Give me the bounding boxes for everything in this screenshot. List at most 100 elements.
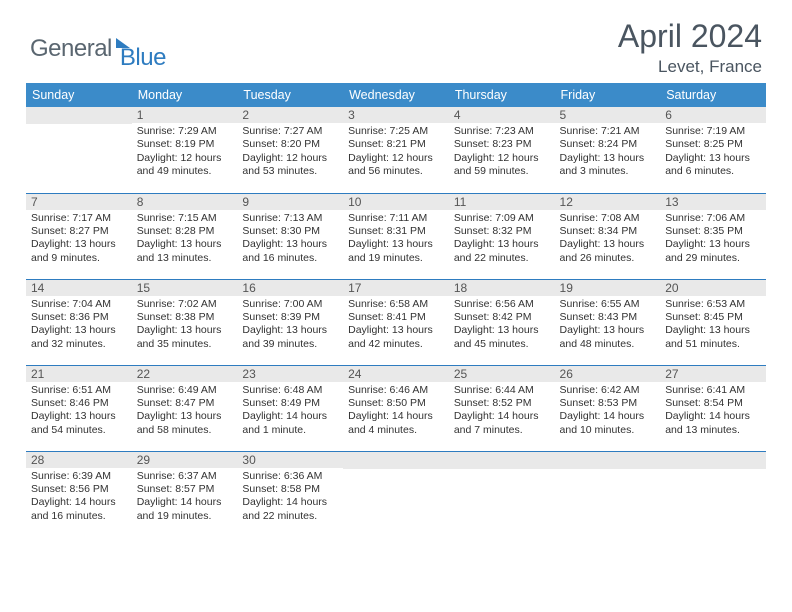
day-number: 29 — [132, 452, 238, 468]
calendar-week-row: 14Sunrise: 7:04 AMSunset: 8:36 PMDayligh… — [26, 279, 766, 365]
day-content: Sunrise: 6:46 AMSunset: 8:50 PMDaylight:… — [343, 382, 449, 441]
sunrise-text: Sunrise: 6:39 AM — [31, 470, 127, 483]
day-number: 14 — [26, 280, 132, 296]
daylight-text: Daylight: 13 hours and 22 minutes. — [454, 238, 550, 265]
sunrise-text: Sunrise: 7:15 AM — [137, 212, 233, 225]
calendar-day-cell: 20Sunrise: 6:53 AMSunset: 8:45 PMDayligh… — [660, 279, 766, 365]
daylight-text: Daylight: 14 hours and 13 minutes. — [665, 410, 761, 437]
sunrise-text: Sunrise: 7:02 AM — [137, 298, 233, 311]
page-header: General Blue April 2024 Levet, France — [0, 0, 792, 83]
day-content: Sunrise: 7:25 AMSunset: 8:21 PMDaylight:… — [343, 123, 449, 182]
calendar-week-row: 28Sunrise: 6:39 AMSunset: 8:56 PMDayligh… — [26, 451, 766, 537]
day-content: Sunrise: 7:29 AMSunset: 8:19 PMDaylight:… — [132, 123, 238, 182]
weekday-friday: Friday — [555, 83, 661, 107]
day-content: Sunrise: 7:17 AMSunset: 8:27 PMDaylight:… — [26, 210, 132, 269]
day-content: Sunrise: 6:48 AMSunset: 8:49 PMDaylight:… — [237, 382, 343, 441]
day-content: Sunrise: 6:51 AMSunset: 8:46 PMDaylight:… — [26, 382, 132, 441]
calendar-day-cell: 22Sunrise: 6:49 AMSunset: 8:47 PMDayligh… — [132, 365, 238, 451]
sunset-text: Sunset: 8:42 PM — [454, 311, 550, 324]
daylight-text: Daylight: 13 hours and 3 minutes. — [560, 152, 656, 179]
day-number: 10 — [343, 194, 449, 210]
daylight-text: Daylight: 12 hours and 53 minutes. — [242, 152, 338, 179]
day-number: 23 — [237, 366, 343, 382]
day-number: 19 — [555, 280, 661, 296]
calendar-day-cell: 14Sunrise: 7:04 AMSunset: 8:36 PMDayligh… — [26, 279, 132, 365]
calendar-day-cell: 1Sunrise: 7:29 AMSunset: 8:19 PMDaylight… — [132, 107, 238, 193]
sunset-text: Sunset: 8:53 PM — [560, 397, 656, 410]
sunset-text: Sunset: 8:25 PM — [665, 138, 761, 151]
daylight-text: Daylight: 14 hours and 7 minutes. — [454, 410, 550, 437]
sunset-text: Sunset: 8:56 PM — [31, 483, 127, 496]
sunset-text: Sunset: 8:21 PM — [348, 138, 444, 151]
day-number: 21 — [26, 366, 132, 382]
calendar-day-cell: 30Sunrise: 6:36 AMSunset: 8:58 PMDayligh… — [237, 451, 343, 537]
daylight-text: Daylight: 13 hours and 42 minutes. — [348, 324, 444, 351]
sunset-text: Sunset: 8:39 PM — [242, 311, 338, 324]
daylight-text: Daylight: 13 hours and 58 minutes. — [137, 410, 233, 437]
day-content: Sunrise: 7:19 AMSunset: 8:25 PMDaylight:… — [660, 123, 766, 182]
sunrise-text: Sunrise: 6:48 AM — [242, 384, 338, 397]
day-content: Sunrise: 6:44 AMSunset: 8:52 PMDaylight:… — [449, 382, 555, 441]
calendar-day-cell: 29Sunrise: 6:37 AMSunset: 8:57 PMDayligh… — [132, 451, 238, 537]
daylight-text: Daylight: 13 hours and 13 minutes. — [137, 238, 233, 265]
daylight-text: Daylight: 13 hours and 16 minutes. — [242, 238, 338, 265]
calendar-day-cell: 12Sunrise: 7:08 AMSunset: 8:34 PMDayligh… — [555, 193, 661, 279]
day-number: 4 — [449, 107, 555, 123]
sunrise-text: Sunrise: 6:56 AM — [454, 298, 550, 311]
day-content: Sunrise: 7:23 AMSunset: 8:23 PMDaylight:… — [449, 123, 555, 182]
day-content: Sunrise: 7:11 AMSunset: 8:31 PMDaylight:… — [343, 210, 449, 269]
daylight-text: Daylight: 12 hours and 56 minutes. — [348, 152, 444, 179]
sunset-text: Sunset: 8:50 PM — [348, 397, 444, 410]
day-number: 15 — [132, 280, 238, 296]
sunset-text: Sunset: 8:35 PM — [665, 225, 761, 238]
sunrise-text: Sunrise: 7:17 AM — [31, 212, 127, 225]
sunrise-text: Sunrise: 6:51 AM — [31, 384, 127, 397]
calendar-day-cell: 19Sunrise: 6:55 AMSunset: 8:43 PMDayligh… — [555, 279, 661, 365]
sunrise-text: Sunrise: 6:55 AM — [560, 298, 656, 311]
sunset-text: Sunset: 8:54 PM — [665, 397, 761, 410]
calendar-day-cell: 25Sunrise: 6:44 AMSunset: 8:52 PMDayligh… — [449, 365, 555, 451]
daylight-text: Daylight: 14 hours and 4 minutes. — [348, 410, 444, 437]
day-content: Sunrise: 7:00 AMSunset: 8:39 PMDaylight:… — [237, 296, 343, 355]
sunrise-text: Sunrise: 6:53 AM — [665, 298, 761, 311]
sunset-text: Sunset: 8:49 PM — [242, 397, 338, 410]
daylight-text: Daylight: 13 hours and 39 minutes. — [242, 324, 338, 351]
calendar-day-cell: 7Sunrise: 7:17 AMSunset: 8:27 PMDaylight… — [26, 193, 132, 279]
weekday-sunday: Sunday — [26, 83, 132, 107]
weekday-saturday: Saturday — [660, 83, 766, 107]
calendar-day-cell: 13Sunrise: 7:06 AMSunset: 8:35 PMDayligh… — [660, 193, 766, 279]
empty-day-header — [555, 452, 661, 469]
day-number: 24 — [343, 366, 449, 382]
empty-day-header — [449, 452, 555, 469]
calendar-day-cell — [660, 451, 766, 537]
day-number: 26 — [555, 366, 661, 382]
calendar-day-cell — [449, 451, 555, 537]
calendar-week-row: 21Sunrise: 6:51 AMSunset: 8:46 PMDayligh… — [26, 365, 766, 451]
day-number: 18 — [449, 280, 555, 296]
day-content: Sunrise: 7:21 AMSunset: 8:24 PMDaylight:… — [555, 123, 661, 182]
empty-day-header — [660, 452, 766, 469]
calendar-day-cell: 4Sunrise: 7:23 AMSunset: 8:23 PMDaylight… — [449, 107, 555, 193]
daylight-text: Daylight: 13 hours and 48 minutes. — [560, 324, 656, 351]
sunset-text: Sunset: 8:45 PM — [665, 311, 761, 324]
sunrise-text: Sunrise: 7:27 AM — [242, 125, 338, 138]
sunrise-text: Sunrise: 6:49 AM — [137, 384, 233, 397]
daylight-text: Daylight: 12 hours and 59 minutes. — [454, 152, 550, 179]
sunset-text: Sunset: 8:20 PM — [242, 138, 338, 151]
daylight-text: Daylight: 14 hours and 1 minute. — [242, 410, 338, 437]
daylight-text: Daylight: 13 hours and 32 minutes. — [31, 324, 127, 351]
day-content: Sunrise: 6:58 AMSunset: 8:41 PMDaylight:… — [343, 296, 449, 355]
day-content: Sunrise: 7:09 AMSunset: 8:32 PMDaylight:… — [449, 210, 555, 269]
sunrise-text: Sunrise: 7:13 AM — [242, 212, 338, 225]
daylight-text: Daylight: 13 hours and 19 minutes. — [348, 238, 444, 265]
calendar-week-row: 1Sunrise: 7:29 AMSunset: 8:19 PMDaylight… — [26, 107, 766, 193]
sunrise-text: Sunrise: 7:04 AM — [31, 298, 127, 311]
sunrise-text: Sunrise: 6:58 AM — [348, 298, 444, 311]
day-number: 16 — [237, 280, 343, 296]
calendar-day-cell: 16Sunrise: 7:00 AMSunset: 8:39 PMDayligh… — [237, 279, 343, 365]
sunrise-text: Sunrise: 7:09 AM — [454, 212, 550, 225]
calendar-day-cell: 9Sunrise: 7:13 AMSunset: 8:30 PMDaylight… — [237, 193, 343, 279]
daylight-text: Daylight: 14 hours and 19 minutes. — [137, 496, 233, 523]
daylight-text: Daylight: 13 hours and 54 minutes. — [31, 410, 127, 437]
calendar-day-cell: 5Sunrise: 7:21 AMSunset: 8:24 PMDaylight… — [555, 107, 661, 193]
